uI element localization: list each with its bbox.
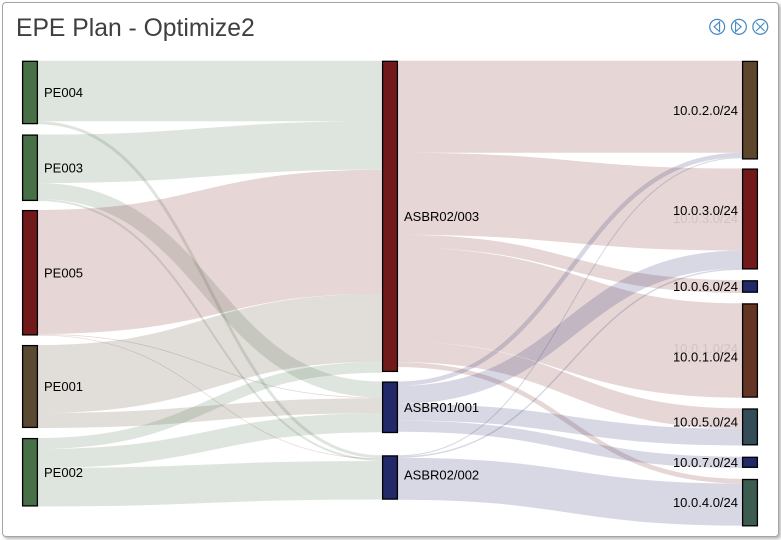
svg-text:ASBR02/002: ASBR02/002 — [404, 467, 479, 482]
svg-text:10.0.2.0/24: 10.0.2.0/24 — [673, 103, 738, 118]
svg-text:PE001: PE001 — [44, 379, 83, 394]
svg-text:10.0.5.0/24: 10.0.5.0/24 — [673, 414, 738, 429]
svg-text:PE005: PE005 — [44, 265, 83, 280]
svg-text:PE002: PE002 — [44, 465, 83, 480]
svg-text:PE003: PE003 — [44, 160, 83, 175]
svg-text:ASBR02/003: ASBR02/003 — [404, 209, 479, 224]
svg-text:10.0.3.0/24: 10.0.3.0/24 — [673, 203, 738, 218]
svg-text:10.0.4.0/24: 10.0.4.0/24 — [673, 495, 738, 510]
svg-text:10.0.6.0/24: 10.0.6.0/24 — [673, 279, 738, 294]
svg-text:10.0.7.0/24: 10.0.7.0/24 — [673, 455, 738, 470]
svg-text:10.0.1.0/24: 10.0.1.0/24 — [673, 350, 738, 365]
svg-text:ASBR01/001: ASBR01/001 — [404, 400, 479, 415]
svg-text:10.0.3.0/24: 10.0.3.0/24 — [673, 211, 738, 226]
svg-text:PE004: PE004 — [44, 85, 83, 100]
svg-text:10.0.1.0/24: 10.0.1.0/24 — [673, 341, 738, 356]
